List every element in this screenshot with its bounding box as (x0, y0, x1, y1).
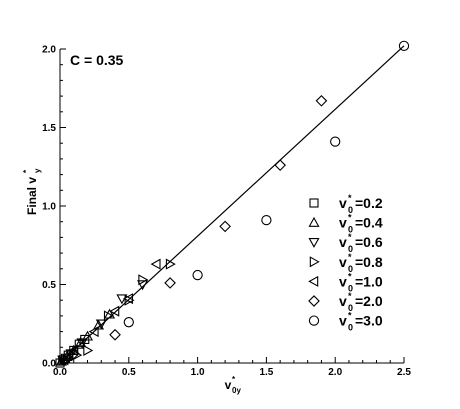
legend-label-value: =1.0 (355, 273, 383, 289)
data-point (261, 214, 272, 226)
data-point (274, 159, 286, 172)
x-tick-label: 1.0 (191, 367, 205, 378)
legend-marker (308, 275, 319, 287)
legend-label-value: =0.6 (355, 234, 383, 250)
y-tick-label: 1.0 (42, 202, 56, 213)
data-point (76, 338, 88, 349)
legend-label-v: v (339, 313, 347, 329)
data-point (68, 344, 78, 356)
data-point (88, 326, 99, 338)
data-point (315, 94, 328, 107)
legend: v *0 =0.2v *0 =0.4v *0 =0.6v *0 =0.8v *0 =1.0v *0 =2… (308, 193, 383, 333)
data-point (165, 258, 176, 270)
y-axis-label-text: Final v (25, 177, 39, 215)
x-tick-label: 0.5 (122, 367, 136, 378)
x-axis-label-sup: * (232, 375, 236, 384)
legend-label-sup: * (348, 232, 352, 242)
legend-label-v: v (339, 254, 347, 270)
data-point (138, 274, 149, 286)
data-point (123, 293, 134, 305)
data-point (58, 354, 69, 366)
legend-label-sup: * (348, 291, 352, 301)
legend-label-sub: 0 (348, 303, 353, 313)
x-tick-label: 2.0 (328, 367, 342, 378)
legend-marker (309, 256, 320, 268)
y-axis-label-sup: * (22, 169, 31, 173)
legend-item: v * 0 =0.8 (309, 252, 383, 274)
data-point (109, 305, 120, 317)
x-tick-label: 2.5 (397, 367, 411, 378)
legend-label-sup: * (348, 271, 352, 281)
legend-label-value: =3.0 (355, 313, 383, 329)
legend-label-sup: * (348, 213, 352, 223)
x-tick-label: 0.0 (53, 367, 67, 378)
legend-item: v * 0 =0.6 (308, 232, 383, 254)
legend-label-sub: 0 (348, 264, 353, 274)
legend-marker (308, 216, 320, 227)
legend-item: v * 0 =2.0 (308, 291, 383, 313)
y-tick-label: 1.5 (42, 123, 56, 134)
legend-label-v: v (339, 273, 347, 289)
data-point (103, 310, 114, 322)
data-point (398, 40, 410, 52)
data-point (150, 258, 161, 270)
data-point (83, 344, 94, 356)
legend-label-value: =0.2 (355, 195, 383, 211)
series-1-0 (58, 258, 161, 366)
data-points (55, 40, 410, 368)
y-axis-label: Final v * y (22, 168, 42, 215)
data-point (75, 336, 87, 347)
series-3-0 (123, 40, 410, 328)
x-axis-label-sub: 0y (232, 386, 241, 395)
legend-label-sup: * (348, 311, 352, 321)
legend-marker (308, 315, 320, 326)
data-point (123, 317, 134, 328)
data-point (137, 280, 149, 291)
data-point (164, 277, 176, 289)
legend-label-sub: 0 (348, 225, 353, 235)
annotation-label: C = 0.35 (70, 52, 124, 68)
x-tick-label: 1.5 (259, 367, 273, 378)
y-axis-label-sub: y (33, 168, 42, 173)
legend-label-v: v (339, 195, 347, 211)
data-point (67, 347, 80, 360)
legend-label-sup: * (348, 252, 352, 262)
legend-label-value: =0.8 (355, 254, 383, 270)
x-axis-label: v (225, 378, 232, 392)
legend-item: v * 0 =1.0 (308, 271, 383, 293)
legend-item: v * 0 =0.4 (308, 213, 383, 235)
legend-item: v * 0 =0.2 (309, 193, 383, 215)
legend-label-sub: 0 (348, 283, 353, 293)
data-point (124, 294, 135, 306)
y-tick-label: 0.0 (42, 359, 56, 370)
data-point (95, 319, 107, 330)
data-point (330, 136, 341, 147)
legend-label-sub: 0 (348, 244, 353, 254)
legend-label-sup: * (348, 193, 352, 203)
data-point (219, 220, 231, 233)
legend-label-value: =0.4 (355, 215, 383, 231)
legend-label-v: v (339, 215, 347, 231)
legend-label-sub: 0 (348, 323, 353, 333)
series-2-0 (67, 94, 328, 360)
legend-marker (308, 295, 320, 307)
legend-label-v: v (339, 293, 347, 309)
fit-line-group (59, 45, 405, 364)
legend-item: v * 0 =3.0 (308, 311, 383, 333)
legend-label-sub: 0 (348, 205, 353, 215)
data-point (192, 269, 203, 281)
legend-marker (308, 237, 320, 248)
fit-line (59, 45, 405, 364)
legend-label-v: v (339, 234, 347, 250)
axis-ticks: 0.0 0.5 1.0 1.5 2.0 2.5 0.0 0.5 1.0 1.5 2.0 (42, 45, 411, 379)
legend-marker (309, 198, 319, 208)
data-point (81, 330, 94, 341)
legend-label-value: =2.0 (355, 293, 383, 309)
data-point (109, 328, 121, 341)
y-tick-label: 0.5 (42, 280, 56, 291)
y-tick-label: 2.0 (42, 45, 56, 56)
